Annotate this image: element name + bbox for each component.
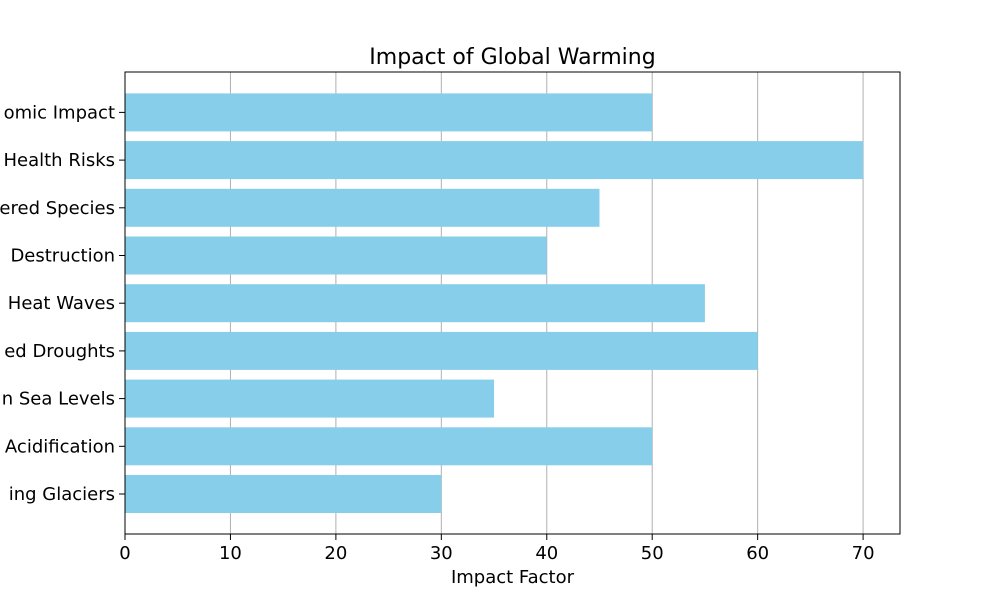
x-tick-label: 60	[746, 543, 769, 564]
x-axis-label: Impact Factor	[451, 567, 575, 588]
y-tick-label: Acidification	[5, 436, 115, 457]
x-tick-label: 10	[219, 543, 242, 564]
y-tick-label: ered Species	[0, 198, 115, 219]
bar	[125, 236, 547, 275]
chart-title: Impact of Global Warming	[369, 45, 655, 70]
x-tick-label: 40	[535, 543, 558, 564]
bar	[125, 284, 705, 323]
bar	[125, 475, 442, 513]
y-tick-label: Heat Waves	[8, 293, 115, 314]
bar	[125, 379, 495, 418]
bar	[125, 331, 758, 370]
bar	[125, 188, 600, 227]
x-tick-label: 0	[119, 543, 130, 564]
x-tick-label: 70	[852, 543, 875, 564]
y-tick-label: Health Risks	[3, 150, 115, 171]
y-axis-ticks: ing Glaciers Acidification n Sea Levels ed …	[0, 102, 125, 505]
bar	[125, 93, 653, 132]
bar	[125, 141, 864, 180]
x-axis-ticks: 0 10 20 30 40 50 60 70	[119, 534, 875, 564]
y-tick-label: Destruction	[10, 246, 115, 267]
x-tick-label: 50	[641, 543, 664, 564]
y-tick-label: ed Droughts	[4, 341, 115, 362]
y-tick-label: n Sea Levels	[2, 389, 115, 410]
bar	[125, 427, 653, 466]
x-tick-label: 20	[324, 543, 347, 564]
x-tick-label: 30	[430, 543, 453, 564]
bars	[125, 93, 864, 513]
y-tick-label: ing Glaciers	[9, 484, 115, 505]
y-tick-label: omic Impact	[4, 102, 115, 123]
